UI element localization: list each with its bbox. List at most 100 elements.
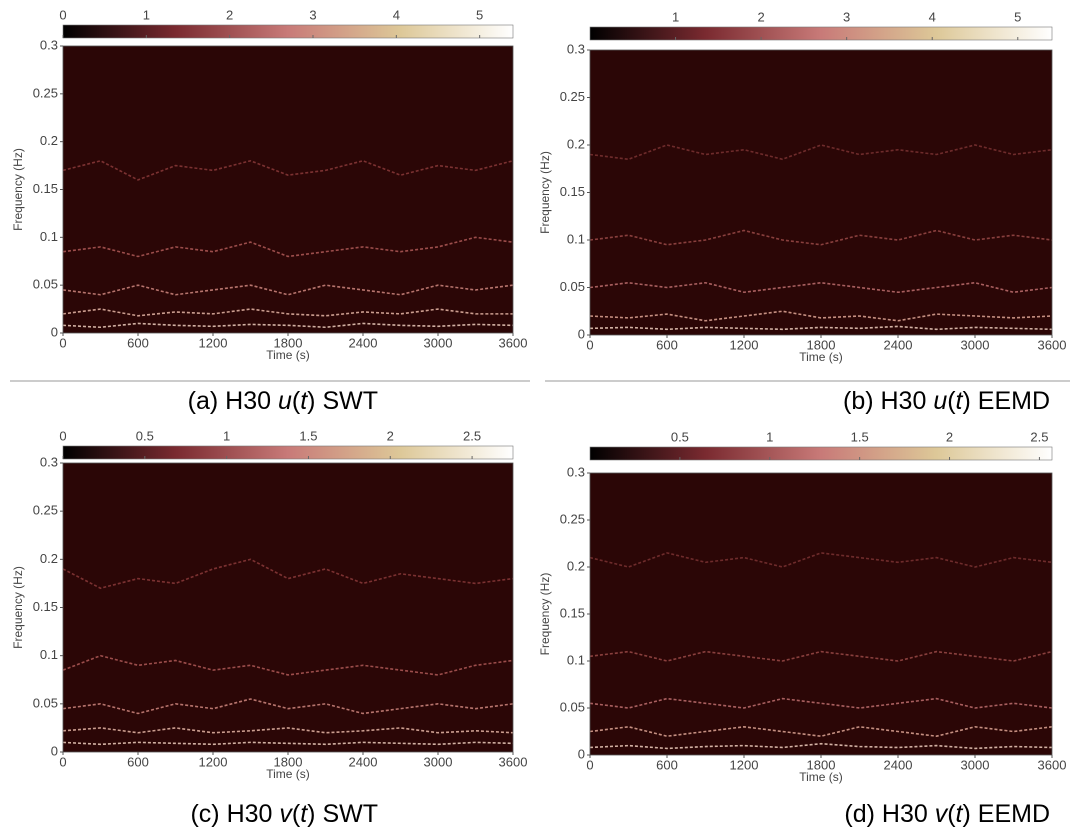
y-tick-label: 0: [578, 746, 585, 761]
caption-part: ) SWT: [307, 387, 378, 415]
caption-part: (c) H30: [190, 800, 279, 828]
ridge: [62, 236, 514, 258]
y-tick-label: 0.15: [560, 605, 585, 620]
plot-background: [63, 46, 513, 333]
ridge: [589, 552, 1053, 568]
colorbar-tick-label: 1.5: [851, 429, 869, 444]
caption-part: ) EEMD: [963, 387, 1051, 415]
caption-part: (: [947, 800, 956, 828]
y-tick-label: 0.25: [560, 89, 585, 104]
y-tick-label: 0.05: [33, 277, 58, 292]
y-tick-label: 0.2: [567, 558, 585, 573]
y-tick-label: 0.1: [40, 647, 58, 662]
ridge: [589, 281, 1053, 294]
colorbar-tick-label: 2: [946, 429, 953, 444]
ridge: [589, 742, 1053, 750]
caption-part: (b) H30: [843, 387, 933, 415]
ridge: [62, 284, 514, 296]
x-tick-label: 0: [59, 754, 66, 769]
x-tick-label: 600: [656, 337, 678, 352]
x-tick-label: 1800: [807, 757, 836, 772]
caption-part: (: [292, 387, 301, 415]
caption: (b) H30 u(t) EEMD: [843, 387, 1050, 415]
y-tick-label: 0: [51, 324, 58, 339]
ridge: [62, 322, 514, 329]
caption-part: (: [947, 387, 956, 415]
colorbar-tick-label: 2: [757, 9, 764, 24]
x-tick-label: 0: [586, 337, 593, 352]
y-tick-label: 0.2: [40, 133, 58, 148]
y-tick-label: 0.25: [560, 511, 585, 526]
x-tick-label: 600: [127, 335, 149, 350]
caption-part: u: [933, 387, 947, 415]
ridge: [589, 310, 1053, 322]
colorbar-tick-label: 1: [766, 429, 773, 444]
x-tick-label: 3000: [961, 337, 990, 352]
colorbar-tick-label: 0: [59, 428, 66, 443]
caption-part: v: [279, 800, 293, 828]
colorbar-tick-label: 1: [672, 9, 679, 24]
y-tick-label: 0: [51, 743, 58, 758]
x-tick-label: 1200: [730, 757, 759, 772]
x-tick-label: 3000: [961, 757, 990, 772]
y-tick-label: 0.15: [560, 184, 585, 199]
caption-part: (: [292, 800, 301, 828]
y-tick-label: 0.2: [567, 136, 585, 151]
colorbar-tick-label: 2.5: [463, 428, 481, 443]
ridge: [589, 650, 1053, 662]
caption-part: t: [300, 800, 308, 828]
colorbar-tick-label: 0.5: [136, 428, 154, 443]
y-tick-label: 0.05: [560, 279, 585, 294]
colorbar-tick-label: 0: [59, 7, 66, 22]
colorbar: [589, 26, 1053, 41]
y-tick-label: 0.1: [40, 229, 58, 244]
y-axis-label: Frequency (Hz): [538, 151, 552, 234]
x-tick-label: 3600: [499, 754, 528, 769]
ridge: [589, 144, 1053, 161]
x-tick-label: 3000: [424, 754, 453, 769]
ridge: [589, 229, 1053, 246]
x-axis-label: Time (s): [799, 350, 843, 364]
ridge: [62, 654, 514, 676]
caption: (c) H30 v(t) SWT: [190, 800, 378, 828]
y-tick-label: 0.2: [40, 551, 58, 566]
caption: (d) H30 v(t) EEMD: [844, 800, 1050, 828]
colorbar-tick-label: 1.5: [299, 428, 317, 443]
ridge: [62, 727, 514, 734]
colorbar-tick-label: 2.5: [1030, 429, 1048, 444]
ridge: [589, 325, 1053, 331]
x-tick-label: 600: [656, 757, 678, 772]
y-tick-label: 0.15: [33, 599, 58, 614]
y-tick-label: 0.05: [560, 699, 585, 714]
x-tick-label: 2400: [884, 757, 913, 772]
x-tick-label: 1800: [274, 754, 303, 769]
y-axis-label: Frequency (Hz): [538, 573, 552, 656]
ridge: [62, 159, 514, 181]
caption-part: u: [278, 387, 292, 415]
x-axis-label: Time (s): [799, 770, 843, 784]
caption-part: (a) H30: [188, 387, 278, 415]
x-axis-label: Time (s): [266, 767, 310, 781]
plot-background: [590, 473, 1052, 755]
colorbar-tick-label: 0.5: [671, 429, 689, 444]
colorbar-tick-label: 4: [929, 9, 936, 24]
x-tick-label: 0: [59, 335, 66, 350]
ridge: [589, 725, 1053, 738]
x-tick-label: 2400: [884, 337, 913, 352]
y-tick-label: 0.1: [567, 652, 585, 667]
colorbar-tick-label: 3: [843, 9, 850, 24]
y-tick-label: 0.25: [33, 503, 58, 518]
colorbar-tick-label: 5: [1014, 9, 1021, 24]
colorbar-tick-label: 5: [476, 7, 483, 22]
caption-part: t: [300, 387, 308, 415]
x-tick-label: 3600: [499, 335, 528, 350]
colorbar-tick-label: 2: [387, 428, 394, 443]
caption-part: t: [956, 800, 964, 828]
colorbar: [62, 24, 514, 39]
y-tick-label: 0.3: [567, 41, 585, 56]
y-tick-label: 0.25: [33, 85, 58, 100]
caption: (a) H30 u(t) SWT: [188, 387, 378, 415]
y-axis-label: Frequency (Hz): [11, 148, 25, 231]
x-tick-label: 3000: [424, 335, 453, 350]
